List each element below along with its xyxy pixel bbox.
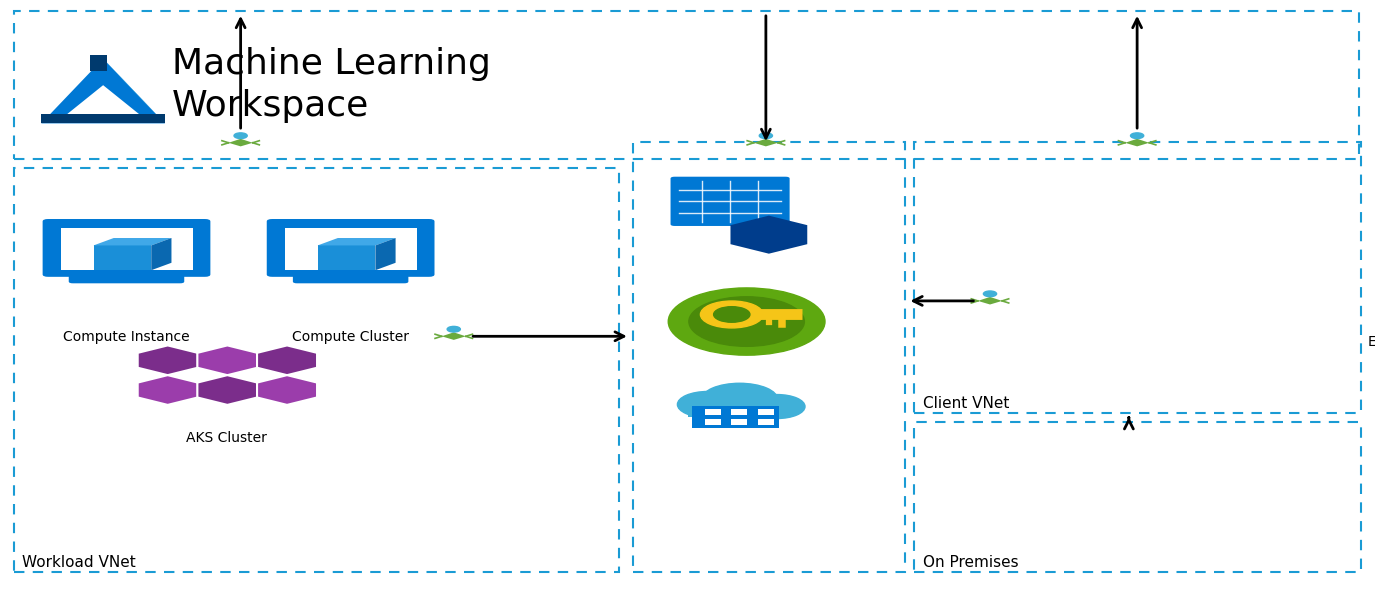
Text: Machine Learning
Workspace: Machine Learning Workspace — [172, 47, 491, 123]
Circle shape — [714, 307, 749, 322]
Circle shape — [759, 133, 773, 139]
FancyBboxPatch shape — [285, 228, 417, 270]
Text: ExpressRoute or VPN: ExpressRoute or VPN — [1368, 335, 1375, 349]
Text: Compute Instance: Compute Instance — [63, 330, 190, 345]
Text: Client VNet: Client VNet — [923, 396, 1009, 411]
Bar — [632, 142, 905, 572]
FancyBboxPatch shape — [267, 219, 434, 277]
Bar — [914, 422, 1361, 572]
Circle shape — [700, 301, 763, 328]
Bar — [705, 419, 720, 425]
Circle shape — [234, 133, 248, 139]
Circle shape — [668, 288, 825, 355]
Text: On Premises: On Premises — [923, 555, 1019, 570]
Bar — [914, 142, 1361, 413]
Circle shape — [749, 395, 804, 418]
Bar — [318, 245, 375, 270]
Circle shape — [447, 326, 461, 332]
FancyBboxPatch shape — [293, 275, 408, 283]
FancyBboxPatch shape — [43, 219, 210, 277]
Text: Workload VNet: Workload VNet — [22, 555, 136, 570]
FancyBboxPatch shape — [69, 275, 184, 283]
Bar — [14, 11, 1358, 159]
Circle shape — [983, 291, 997, 297]
Bar — [94, 245, 151, 270]
FancyBboxPatch shape — [671, 177, 789, 226]
Bar — [758, 409, 774, 415]
Text: Compute Cluster: Compute Cluster — [292, 330, 410, 345]
Bar — [692, 405, 780, 428]
Bar — [14, 168, 619, 572]
Bar — [732, 419, 747, 425]
Circle shape — [689, 297, 804, 346]
FancyBboxPatch shape — [60, 228, 193, 270]
Bar — [89, 55, 107, 71]
Bar — [705, 409, 720, 415]
Text: AKS Cluster: AKS Cluster — [187, 431, 267, 445]
Circle shape — [678, 392, 738, 418]
Bar — [41, 114, 165, 123]
Circle shape — [701, 384, 778, 416]
Bar — [688, 402, 780, 418]
Bar — [758, 419, 774, 425]
Circle shape — [1130, 133, 1144, 139]
Bar — [732, 409, 747, 415]
